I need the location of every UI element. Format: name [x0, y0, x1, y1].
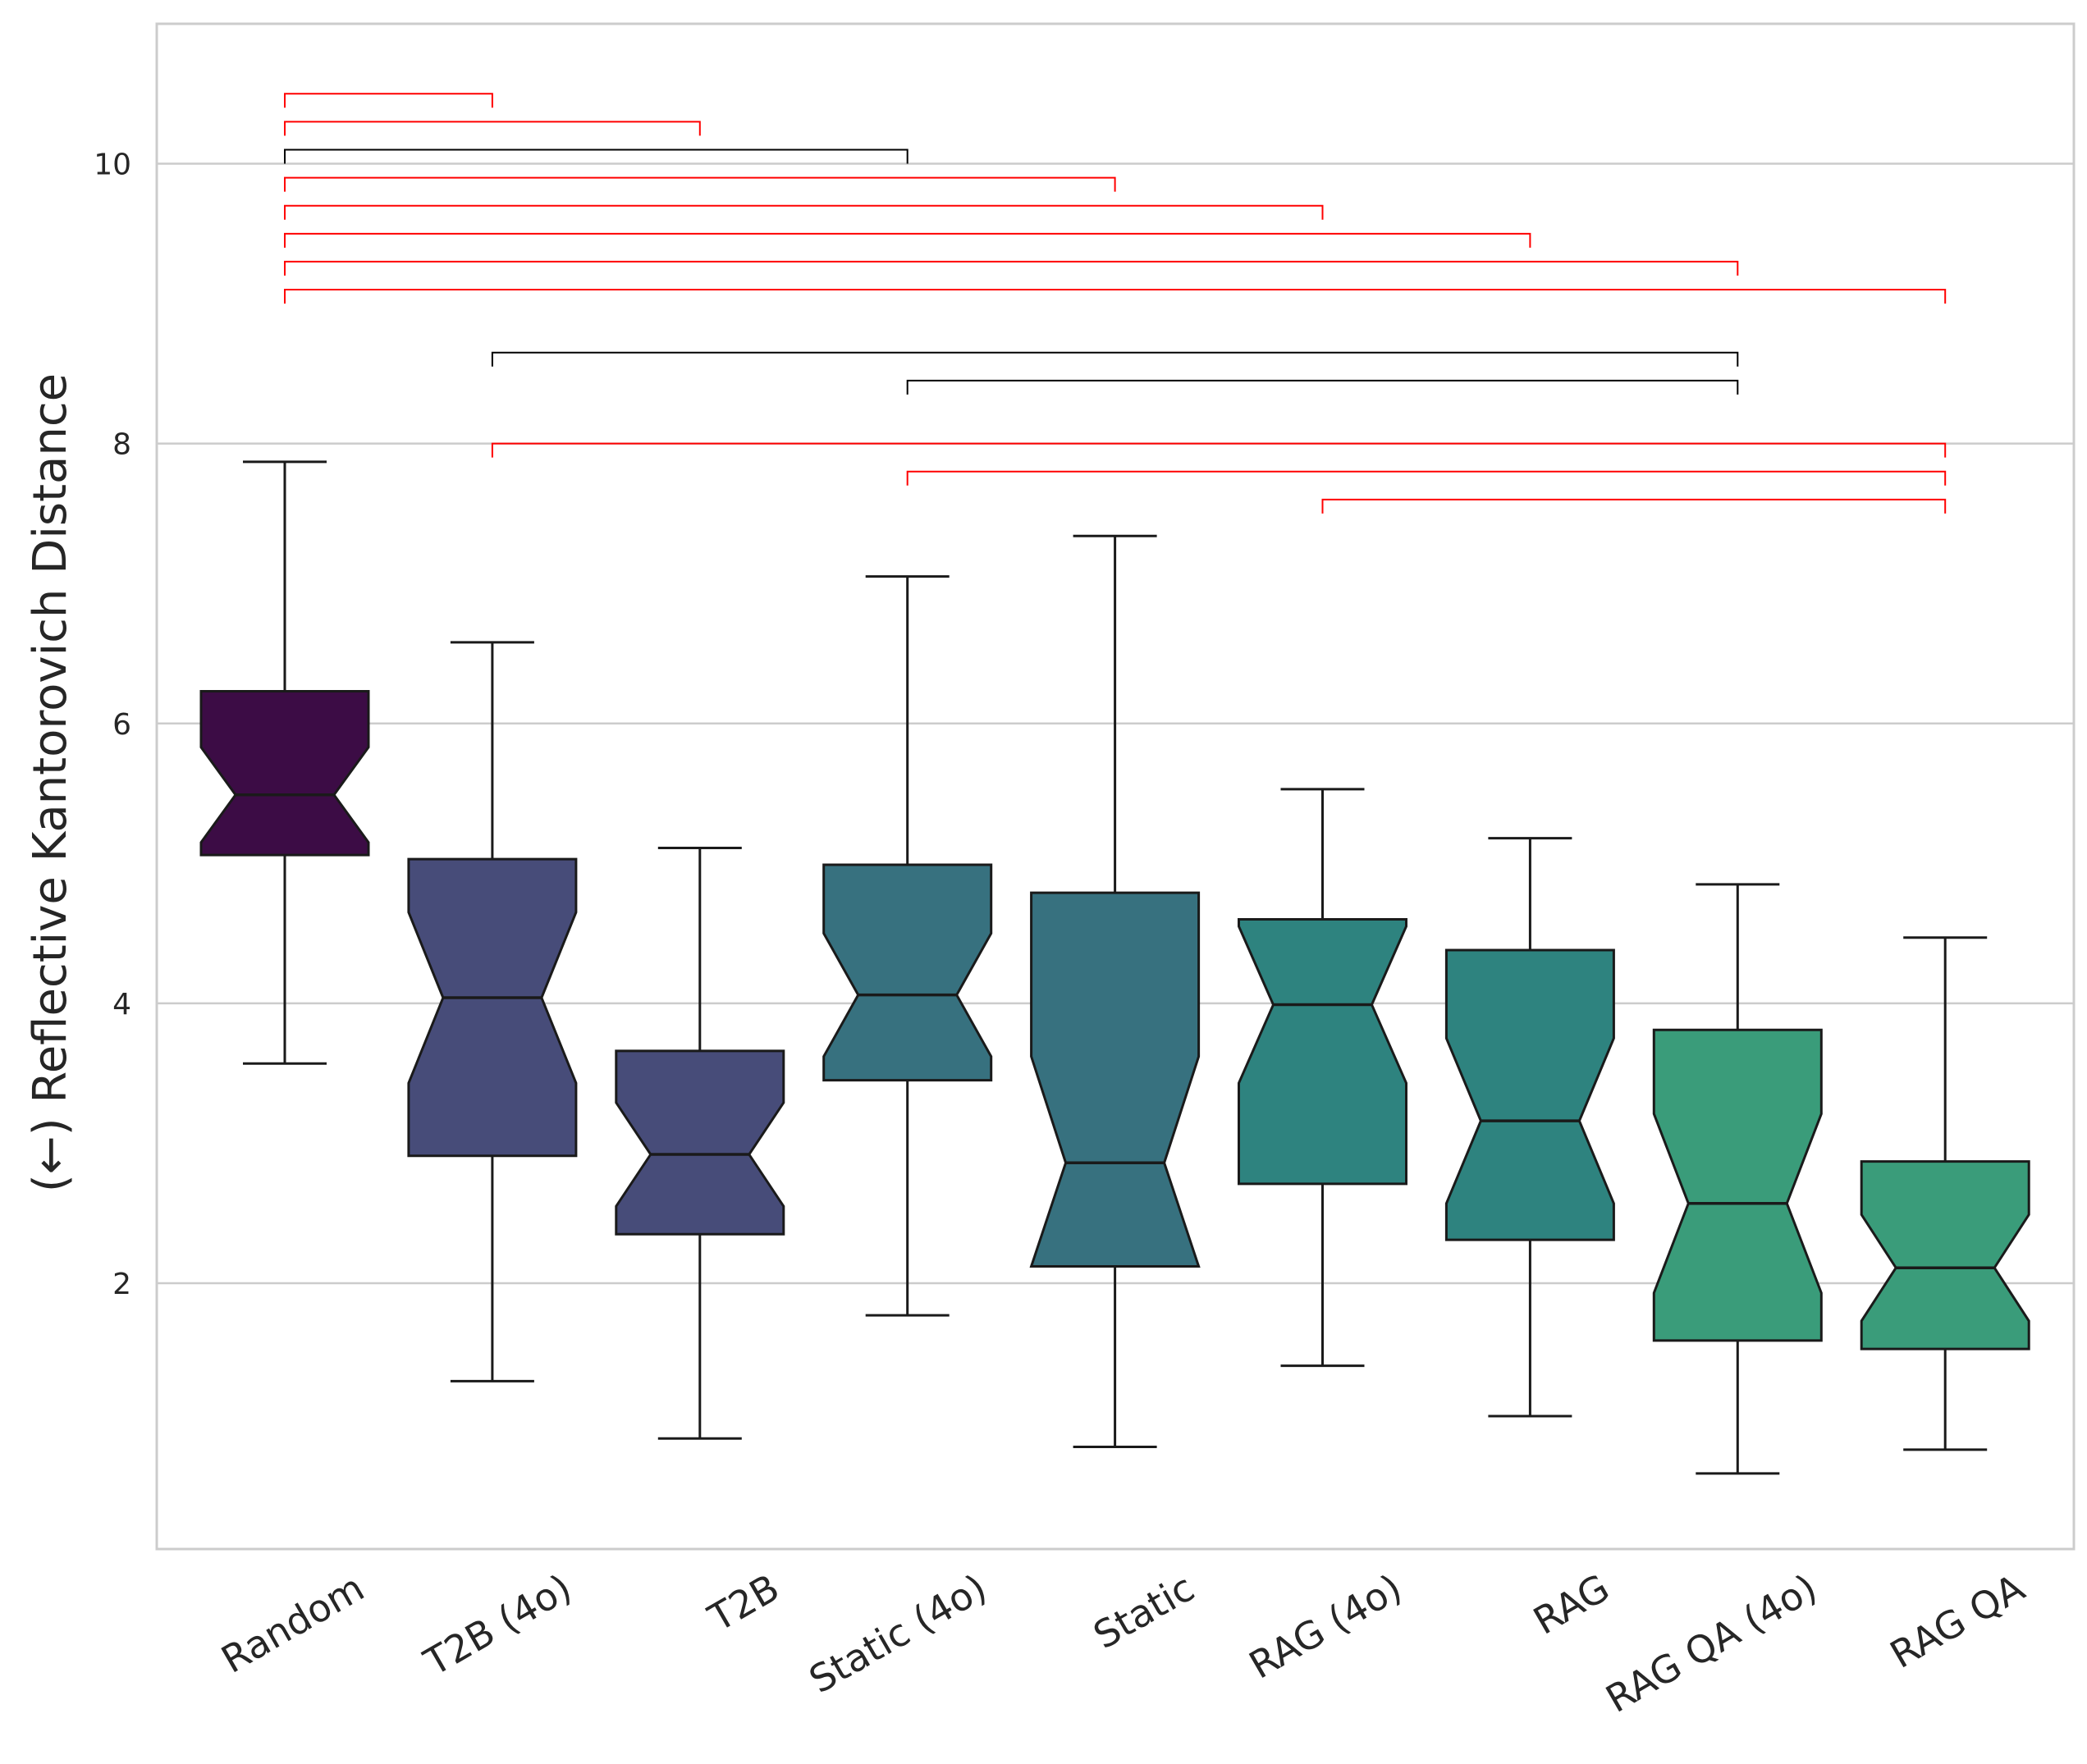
significance-bracket	[906, 470, 1947, 486]
significance-bracket	[284, 260, 1739, 276]
y-tick-label: 8	[112, 428, 131, 462]
y-tick-label: 10	[94, 149, 131, 182]
x-tick-label: RAG	[1526, 1565, 1616, 1643]
significance-brackets	[284, 93, 1947, 514]
box-group	[1860, 936, 2030, 1451]
significance-bracket	[284, 93, 493, 108]
x-tick-label: Static (4o)	[802, 1565, 994, 1702]
significance-bracket	[284, 149, 908, 164]
box-group	[199, 460, 370, 1065]
significance-bracket	[284, 121, 701, 136]
x-tick-label: RAG QA (4o)	[1599, 1565, 1824, 1721]
y-axis-label: (←) Reflective Kantorovich Distance	[24, 373, 77, 1192]
boxes	[199, 460, 2030, 1475]
significance-bracket	[491, 351, 1739, 367]
box-group	[615, 847, 785, 1440]
box-group	[1444, 837, 1615, 1418]
x-tick-label: T2B	[700, 1565, 786, 1641]
y-axis-ticks: 2 4 6 8 10	[94, 149, 131, 1301]
x-axis-ticks: Random T2B (4o) T2B Static (4o) Static RAG (4…	[214, 1565, 2033, 1721]
plot-frame	[155, 22, 2076, 1551]
y-tick-label: 4	[112, 988, 131, 1021]
x-tick-label: Random	[214, 1565, 372, 1682]
box-body	[1238, 918, 1407, 1186]
box-body	[1444, 948, 1615, 1241]
box-body	[407, 857, 578, 1158]
box-group	[822, 575, 993, 1317]
box-body	[615, 1049, 785, 1236]
significance-bracket	[284, 232, 1531, 248]
y-tick-label: 2	[112, 1268, 131, 1301]
box-body	[199, 690, 370, 857]
significance-bracket	[284, 289, 1947, 304]
box-group	[1652, 883, 1823, 1475]
significance-bracket	[491, 442, 1947, 458]
significance-bracket	[906, 379, 1739, 395]
x-tick-label: Static	[1086, 1565, 1201, 1658]
box-body	[822, 863, 993, 1082]
significance-bracket	[284, 176, 1116, 192]
significance-bracket	[284, 204, 1324, 220]
x-tick-label: T2B (4o)	[416, 1565, 579, 1685]
significance-bracket	[1321, 498, 1947, 514]
box-body	[1860, 1160, 2030, 1350]
box-group	[407, 641, 578, 1382]
box-body	[1029, 891, 1201, 1268]
box-body	[1652, 1028, 1823, 1342]
box-group	[1029, 534, 1201, 1448]
x-tick-label: RAG QA	[1883, 1565, 2032, 1676]
x-tick-label: RAG (4o)	[1242, 1565, 1409, 1688]
box-group	[1238, 788, 1407, 1368]
y-tick-label: 6	[112, 708, 131, 742]
